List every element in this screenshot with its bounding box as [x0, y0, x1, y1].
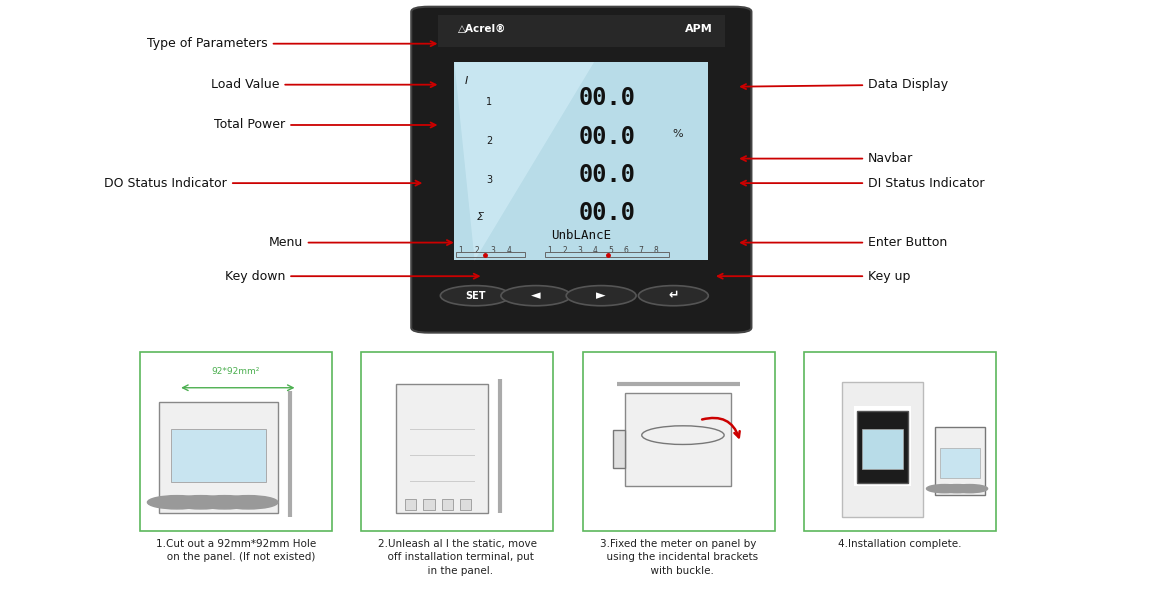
Text: Navbar: Navbar — [741, 152, 913, 165]
Bar — [857, 411, 908, 483]
Text: Enter Button: Enter Button — [741, 236, 947, 249]
Text: Type of Parameters: Type of Parameters — [147, 37, 436, 50]
Circle shape — [638, 286, 708, 306]
Bar — [854, 406, 911, 487]
Text: 00.0: 00.0 — [578, 202, 635, 226]
Text: 00.0: 00.0 — [578, 163, 635, 187]
Text: 3: 3 — [486, 175, 493, 185]
Text: Total Power: Total Power — [214, 118, 436, 131]
Text: Key up: Key up — [718, 269, 910, 283]
Text: 2: 2 — [563, 246, 567, 255]
Bar — [438, 15, 725, 47]
Bar — [613, 430, 624, 468]
Text: 00.0: 00.0 — [578, 86, 635, 110]
Text: Menu: Menu — [269, 236, 452, 249]
Bar — [460, 499, 472, 509]
Bar — [171, 429, 267, 482]
Bar — [405, 499, 416, 509]
Bar — [442, 499, 453, 509]
Bar — [158, 402, 278, 514]
Text: 4: 4 — [593, 246, 598, 255]
Text: I: I — [465, 76, 467, 86]
Bar — [862, 429, 903, 469]
FancyBboxPatch shape — [361, 352, 553, 532]
Text: 3: 3 — [490, 246, 495, 255]
Text: ◄: ◄ — [531, 289, 541, 302]
Circle shape — [939, 485, 975, 493]
Circle shape — [440, 286, 510, 306]
Text: 5: 5 — [608, 246, 613, 255]
Circle shape — [195, 496, 254, 509]
Text: 4: 4 — [507, 246, 511, 255]
Text: APM: APM — [685, 25, 713, 34]
Text: 2: 2 — [486, 136, 493, 146]
Bar — [934, 427, 984, 496]
Bar — [456, 252, 525, 257]
Circle shape — [952, 485, 988, 493]
Bar — [939, 448, 980, 478]
Text: ↵: ↵ — [668, 289, 679, 302]
Bar — [396, 384, 488, 514]
FancyBboxPatch shape — [582, 352, 775, 532]
Bar — [423, 499, 435, 509]
Text: 92*92mm²: 92*92mm² — [212, 367, 260, 376]
Bar — [545, 252, 669, 257]
Circle shape — [171, 496, 231, 509]
Text: 3: 3 — [578, 246, 582, 255]
Text: 00.0: 00.0 — [578, 125, 635, 149]
Text: 7: 7 — [638, 246, 643, 255]
Text: 1.Cut out a 92mm*92mm Hole
   on the panel. (If not existed): 1.Cut out a 92mm*92mm Hole on the panel.… — [156, 539, 316, 562]
Circle shape — [566, 286, 636, 306]
Circle shape — [148, 496, 206, 509]
Circle shape — [219, 496, 278, 509]
Text: △Acrel®: △Acrel® — [458, 25, 507, 34]
Text: 1: 1 — [458, 246, 463, 255]
Circle shape — [926, 485, 962, 493]
Text: 8: 8 — [654, 246, 658, 255]
Bar — [624, 393, 730, 487]
FancyBboxPatch shape — [411, 7, 751, 332]
Text: DO Status Indicator: DO Status Indicator — [105, 176, 421, 190]
Text: Key down: Key down — [225, 269, 479, 283]
Polygon shape — [454, 62, 594, 260]
Text: ►: ► — [596, 289, 606, 302]
Text: 1: 1 — [486, 97, 493, 107]
Text: DI Status Indicator: DI Status Indicator — [741, 176, 984, 190]
Circle shape — [501, 286, 571, 306]
Text: Σ: Σ — [476, 212, 483, 222]
Text: Data Display: Data Display — [741, 78, 948, 91]
Text: 2.Unleash al l the static, move
  off installation terminal, put
  in the panel.: 2.Unleash al l the static, move off inst… — [377, 539, 537, 575]
Text: UnbLAncE: UnbLAncE — [551, 229, 612, 242]
FancyBboxPatch shape — [140, 352, 332, 532]
Text: %: % — [672, 129, 683, 139]
Bar — [454, 62, 708, 260]
Text: 4.Installation complete.: 4.Installation complete. — [838, 539, 962, 549]
Bar — [842, 382, 923, 517]
Text: 6: 6 — [623, 246, 628, 255]
FancyBboxPatch shape — [804, 352, 996, 532]
Text: Load Value: Load Value — [211, 78, 436, 91]
Text: 3.Fixed the meter on panel by
  using the incidental brackets
  with buckle.: 3.Fixed the meter on panel by using the … — [600, 539, 757, 575]
Text: 2: 2 — [474, 246, 479, 255]
Text: SET: SET — [465, 290, 486, 301]
Text: 1: 1 — [548, 246, 552, 255]
